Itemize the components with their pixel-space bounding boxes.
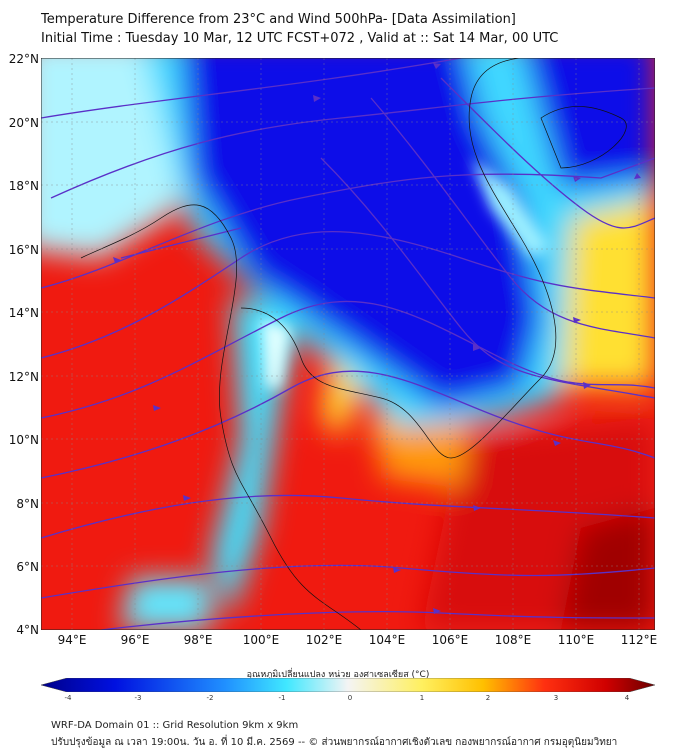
colorbar-tick: 4 bbox=[624, 694, 630, 702]
lon-tick: 94°E bbox=[57, 633, 87, 647]
graticule bbox=[41, 58, 655, 630]
colorbar-tick: 0 bbox=[347, 694, 353, 702]
lon-tick: 102°E bbox=[305, 633, 343, 647]
colorbar bbox=[41, 678, 655, 692]
lon-tick: 100°E bbox=[242, 633, 280, 647]
lat-tick: 16°N bbox=[8, 243, 39, 257]
map-title: Temperature Difference from 23°C and Win… bbox=[41, 12, 516, 27]
model-info: WRF-DA Domain 01 :: Grid Resolution 9km … bbox=[51, 720, 299, 731]
lon-tick: 108°E bbox=[494, 633, 532, 647]
lat-tick: 12°N bbox=[8, 370, 39, 384]
lat-tick: 20°N bbox=[8, 116, 39, 130]
colorbar-tick: -1 bbox=[278, 694, 286, 702]
colorbar-tick: 3 bbox=[553, 694, 559, 702]
coastlines bbox=[80, 58, 627, 630]
wind-arrowheads bbox=[113, 63, 641, 614]
colorbar-tick: -4 bbox=[64, 694, 72, 702]
lat-tick: 4°N bbox=[16, 623, 39, 637]
lon-tick: 96°E bbox=[120, 633, 150, 647]
lat-tick: 14°N bbox=[8, 306, 39, 320]
lon-tick: 106°E bbox=[431, 633, 469, 647]
colorbar-label: อุณหภูมิเปลี่ยนแปลง หน่วย องศาเซลเซียส (… bbox=[246, 670, 430, 680]
colorbar-tick: 2 bbox=[485, 694, 491, 702]
temperature-wind-map bbox=[41, 58, 655, 630]
lon-tick: 104°E bbox=[368, 633, 406, 647]
colorbar-tick: 1 bbox=[419, 694, 425, 702]
update-credit: ปรับปรุงข้อมูล ณ เวลา 19:00น. วัน อ. ที่… bbox=[51, 737, 618, 748]
lat-tick: 6°N bbox=[16, 560, 39, 574]
colorbar-tick: -2 bbox=[206, 694, 214, 702]
lat-tick: 10°N bbox=[8, 433, 39, 447]
colorbar-tick: -3 bbox=[134, 694, 142, 702]
lon-tick: 110°E bbox=[557, 633, 595, 647]
lat-tick: 18°N bbox=[8, 179, 39, 193]
lon-tick: 112°E bbox=[620, 633, 658, 647]
lat-tick: 8°N bbox=[16, 497, 39, 511]
lon-tick: 98°E bbox=[183, 633, 213, 647]
lat-tick: 22°N bbox=[8, 52, 39, 66]
wind-streamlines bbox=[41, 58, 655, 630]
map-subtitle: Initial Time : Tuesday 10 Mar, 12 UTC FC… bbox=[41, 31, 559, 46]
